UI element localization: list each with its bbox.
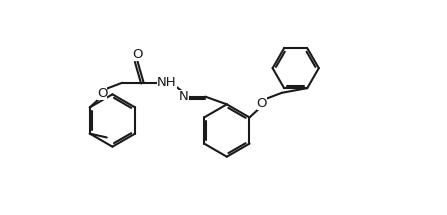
- Text: O: O: [132, 48, 143, 61]
- Text: NH: NH: [157, 76, 177, 89]
- Text: N: N: [179, 90, 189, 103]
- Text: O: O: [257, 97, 267, 110]
- Text: O: O: [97, 87, 107, 100]
